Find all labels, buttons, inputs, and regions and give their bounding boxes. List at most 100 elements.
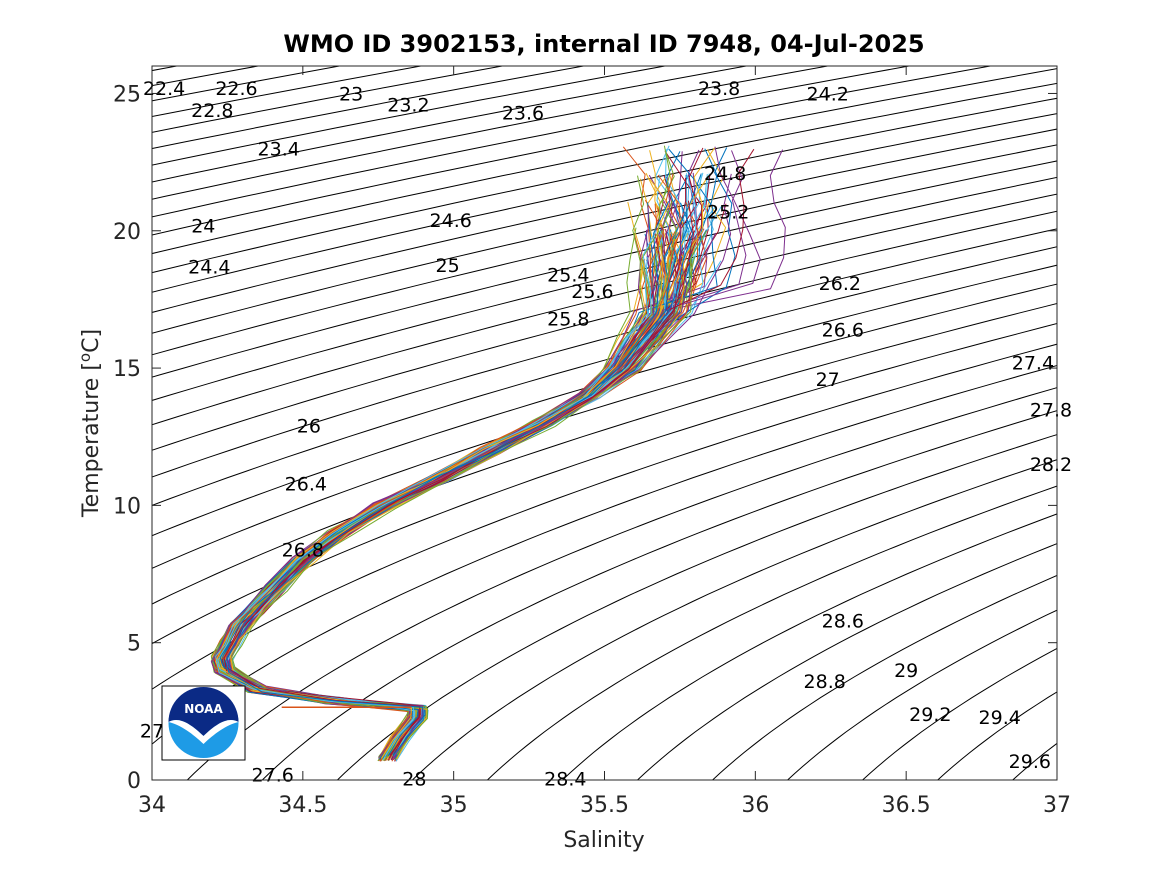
isopycnal-line <box>486 485 1057 780</box>
isopycnal-line <box>152 82 1057 274</box>
isopycnal-label: 23.8 <box>698 78 740 100</box>
isopycnal-line <box>152 246 1057 506</box>
y-tick-label: 20 <box>113 220 141 245</box>
profile-line <box>213 231 678 761</box>
isopycnal-label: 22.6 <box>215 78 257 100</box>
isopycnal-line <box>152 193 1057 426</box>
x-axis-label: Salinity <box>563 828 644 853</box>
isopycnal-label: 25.4 <box>547 265 589 287</box>
x-tick-label: 36.5 <box>882 793 931 818</box>
isopycnal-label: 24.4 <box>188 257 230 279</box>
isopycnal-line <box>152 66 994 236</box>
isopycnal-line <box>936 691 1057 780</box>
profile-line <box>214 230 663 761</box>
isopycnal-label: 23.2 <box>387 94 429 116</box>
profile-line <box>224 231 676 762</box>
profile-line <box>216 231 685 761</box>
isopycnal-label: 26.8 <box>282 539 324 561</box>
logo-white-swoosh <box>168 719 239 744</box>
isopycnal-label: 24.2 <box>807 84 849 106</box>
isopycnal-label: 24.8 <box>704 163 746 185</box>
y-tick-label: 25 <box>113 82 141 107</box>
profile-line <box>217 145 677 761</box>
isopycnal-line <box>152 323 1057 645</box>
profile-line <box>214 233 662 757</box>
y-axis-label: Temperature [oC] <box>76 329 104 518</box>
profile-line <box>211 175 645 758</box>
profile-line <box>219 260 670 760</box>
x-tick-label: 37 <box>1043 793 1071 818</box>
isopycnal-label: 26 <box>297 416 321 438</box>
isopycnal-label: 28.2 <box>1030 454 1072 476</box>
profile-line <box>222 259 669 761</box>
y-tick-label: 10 <box>113 494 141 519</box>
isopycnal-label: 27.6 <box>252 765 294 787</box>
profile-line <box>217 256 649 757</box>
profile-line <box>212 228 665 761</box>
x-tick-label: 34.5 <box>278 793 327 818</box>
profile-line <box>211 146 652 762</box>
isopycnal-label: 28.6 <box>822 611 864 633</box>
isopycnal-line <box>152 228 1057 478</box>
isopycnal-line <box>152 144 1057 356</box>
isopycnal-line <box>152 160 1057 378</box>
profile-line <box>214 257 669 762</box>
isopycnal-label: 25.6 <box>571 281 613 303</box>
isopycnal-line <box>186 387 1057 780</box>
isopycnal-labels: 22.4 22.622.8 23 23.2 23.6 23.8 24.2 23.4 24.8 24… <box>140 78 1072 791</box>
profile-line <box>225 260 670 760</box>
isopycnal-line <box>152 66 912 218</box>
profile-line <box>213 261 668 757</box>
isopycnal-line <box>411 459 1057 780</box>
isopycnal-line <box>152 303 1057 605</box>
y-tick-label: 5 <box>127 632 141 657</box>
profile-line <box>215 258 647 759</box>
isopycnal-line <box>861 647 1057 780</box>
logo-text: NOAA <box>184 702 223 716</box>
profile-line <box>223 231 699 761</box>
isopycnal-label: 24.6 <box>430 210 472 232</box>
profile-line <box>226 231 700 762</box>
y-tick-label: 0 <box>127 769 141 794</box>
profile-line <box>221 233 679 761</box>
x-tick-label: 35.5 <box>580 793 629 818</box>
isopycnal-label: 26.2 <box>819 273 861 295</box>
isopycnal-line <box>711 574 1057 780</box>
isopycnal-line <box>561 513 1057 780</box>
isopycnal-label: 23 <box>339 84 363 106</box>
profile-line <box>227 148 686 758</box>
isopycnal-label: 26.6 <box>822 320 864 342</box>
profile-line <box>215 230 657 761</box>
x-tick-label: 34 <box>138 793 166 818</box>
isopycnal-line <box>152 66 750 183</box>
isopycnal-label: 25 <box>436 255 460 277</box>
isopycnal-line <box>152 97 1057 293</box>
isopycnal-label: 27.8 <box>1030 399 1072 421</box>
isopycnal-label: 29.4 <box>979 707 1021 729</box>
profile-line <box>218 257 663 757</box>
x-tick-label: 36 <box>741 793 769 818</box>
isopycnal-label: 25.8 <box>547 309 589 331</box>
isopycnal-label: 22.4 <box>143 78 185 100</box>
isopycnal-label: 22.8 <box>191 100 233 122</box>
profile-line <box>223 233 685 761</box>
profile-line <box>213 257 657 757</box>
isopycnal-line <box>152 128 1057 334</box>
profile-line <box>217 256 649 759</box>
profile-line <box>212 149 708 761</box>
isopycnal-line <box>152 343 1057 690</box>
isopycnal-label: 27 <box>816 369 840 391</box>
profile-line <box>212 261 664 759</box>
profile-line <box>219 259 650 761</box>
profile-line <box>215 150 703 758</box>
isopycnal-line <box>152 264 1057 537</box>
isopycnal-label: 29 <box>894 660 918 682</box>
profile-lines <box>210 145 786 762</box>
logo-navy-bird <box>168 687 239 736</box>
isopycnal-line <box>152 68 1057 255</box>
isopycnal-label: 29.2 <box>909 704 951 726</box>
isopycnal-line <box>636 543 1057 780</box>
x-tick-label: 35 <box>440 793 468 818</box>
profile-line <box>214 259 653 757</box>
